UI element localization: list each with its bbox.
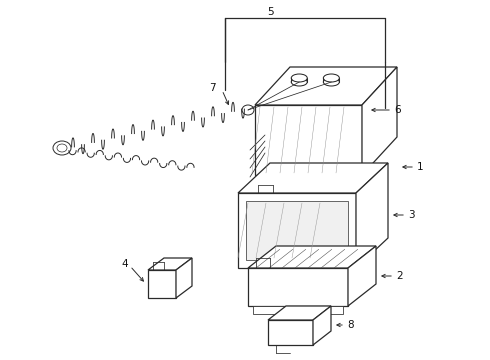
Polygon shape <box>313 306 331 345</box>
Text: 3: 3 <box>408 210 415 220</box>
Polygon shape <box>148 258 192 270</box>
Polygon shape <box>253 306 343 314</box>
Ellipse shape <box>242 105 254 115</box>
Text: 6: 6 <box>394 105 401 115</box>
Polygon shape <box>238 193 356 268</box>
Polygon shape <box>348 246 376 306</box>
Polygon shape <box>356 163 388 268</box>
Text: 8: 8 <box>347 320 354 330</box>
Polygon shape <box>268 306 331 320</box>
Polygon shape <box>176 258 192 298</box>
Polygon shape <box>248 268 348 306</box>
Text: 5: 5 <box>267 7 273 17</box>
Polygon shape <box>246 201 348 260</box>
Ellipse shape <box>323 78 340 86</box>
Ellipse shape <box>53 141 71 155</box>
Polygon shape <box>248 246 376 268</box>
Polygon shape <box>255 67 397 105</box>
Polygon shape <box>148 270 176 298</box>
Ellipse shape <box>57 144 67 152</box>
Text: 2: 2 <box>396 271 403 281</box>
Text: 7: 7 <box>209 83 216 93</box>
Ellipse shape <box>323 74 340 82</box>
Text: 1: 1 <box>417 162 424 172</box>
Polygon shape <box>238 163 388 193</box>
Polygon shape <box>255 105 362 175</box>
Text: 4: 4 <box>122 259 128 269</box>
Ellipse shape <box>291 74 307 82</box>
Ellipse shape <box>291 78 307 86</box>
Polygon shape <box>362 67 397 175</box>
Polygon shape <box>268 320 313 345</box>
